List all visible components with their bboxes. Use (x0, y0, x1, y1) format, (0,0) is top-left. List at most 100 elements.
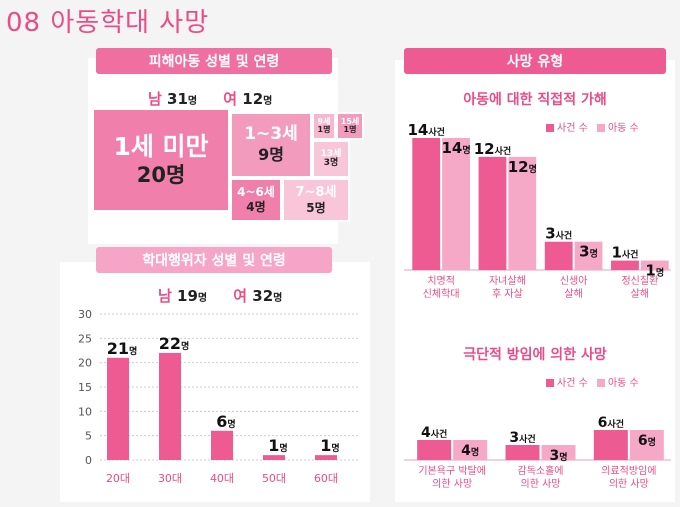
data-label: 1명 (320, 436, 339, 455)
data-label: 3명 (549, 448, 567, 464)
age-box-9: 9세 1명 (312, 112, 336, 140)
data-label-unit: 사건 (519, 433, 536, 445)
data-label-value: 4 (421, 425, 431, 441)
perpetrators-banner: 학대행위자 성별 및 연령 (96, 247, 332, 273)
data-label: 3사건 (509, 430, 535, 446)
x-tick-label: 30대 (158, 472, 182, 485)
x-tick-label: 신생아 살해 (560, 275, 588, 300)
x-tick-label: 기본욕구 박탈에 의한 사망 (418, 464, 486, 490)
cases-bar (412, 138, 441, 270)
data-label-unit: 명 (648, 436, 656, 448)
x-tick-label-line: 신체학대 (423, 288, 460, 300)
age-box-under1: 1세 미만 20명 (92, 108, 230, 212)
x-tick-label-line: 신생아 (560, 275, 588, 287)
data-label: 1명 (645, 262, 664, 280)
children-bar (574, 241, 603, 270)
legend-cases-swatch (546, 379, 554, 387)
neglect-title: 극단적 방임에 의한 사망 (463, 347, 607, 363)
data-label-value: 1 (320, 436, 331, 455)
data-label-value: 1 (268, 436, 279, 455)
x-tick-label: 60대 (314, 472, 338, 485)
data-label-unit: 명 (529, 163, 537, 175)
cases-bar (478, 156, 507, 270)
data-label: 6명 (216, 412, 235, 431)
data-label-unit: 명 (129, 345, 137, 357)
y-tick-label: 25 (78, 332, 92, 345)
data-label-value: 3 (549, 448, 559, 464)
data-label-unit: 사건 (622, 249, 639, 261)
data-label: 3사건 (545, 225, 572, 243)
age-box-4to6: 4~6세 4명 (230, 178, 282, 222)
x-tick-label: 감독소홀에 의한 사망 (518, 464, 564, 490)
data-label-unit: 명 (656, 267, 664, 279)
data-label-unit: 사건 (556, 230, 573, 242)
x-tick-label-line: 감독소홀에 (518, 464, 564, 477)
y-tick-label: 15 (78, 381, 92, 394)
children-bar (640, 260, 669, 270)
x-tick-label: 정신질환 살해 (621, 275, 658, 300)
data-label: 12명 (508, 158, 537, 176)
data-label-unit: 명 (227, 418, 235, 430)
x-tick-label-line: 의한 사망 (432, 478, 472, 490)
data-label-value: 3 (579, 243, 589, 261)
age-box-15: 15세 1명 (336, 112, 364, 140)
data-label-unit: 명 (471, 446, 479, 458)
data-label-value: 1 (611, 244, 621, 262)
victims-male-count: 31 (167, 90, 188, 108)
data-label-unit: 명 (462, 144, 470, 156)
x-tick-label: 치명적 신체학대 (423, 275, 460, 300)
cases-bar (505, 445, 540, 460)
x-tick-label: 20대 (106, 472, 130, 485)
data-label: 12사건 (474, 140, 511, 158)
data-label-unit: 명 (559, 451, 567, 463)
data-label-value: 6 (216, 412, 227, 431)
y-tick-label: 0 (85, 454, 92, 467)
cases-bar (417, 440, 452, 460)
data-label-unit: 사건 (607, 418, 624, 430)
children-bar (442, 138, 470, 270)
data-label-value: 22 (159, 334, 181, 353)
data-label-unit: 명 (590, 248, 598, 260)
x-tick-label-line: 의료적방임에 (601, 464, 656, 477)
children-bar (629, 430, 664, 460)
data-label-value: 3 (545, 225, 555, 243)
data-label: 6사건 (598, 415, 624, 431)
data-label: 14사건 (407, 121, 444, 139)
data-label-value: 14 (441, 139, 462, 157)
x-tick-label: 40대 (210, 472, 234, 485)
x-tick-label-line: 정신질환 (621, 275, 658, 287)
data-label: 1명 (268, 436, 287, 455)
age-box-7to8: 7~8세 5명 (282, 178, 350, 222)
x-tick-label-line: 치명적 (427, 275, 455, 287)
victims-gender-summary: 남 31명 여 12명 (148, 90, 273, 108)
cases-bar (593, 430, 628, 460)
data-label-value: 3 (509, 430, 519, 446)
cases-bar (611, 260, 639, 270)
data-label-unit: 사건 (428, 126, 445, 138)
death-types-banner: 사망 유형 (404, 48, 666, 74)
cases-bar (544, 241, 573, 270)
data-label-value: 1 (645, 262, 655, 280)
legend-children-swatch (596, 379, 605, 387)
bar-40대 (211, 430, 233, 460)
section-title: 아동학대 사망 (50, 8, 210, 38)
legend-cases-swatch (546, 124, 554, 132)
data-label-unit: 사건 (495, 145, 512, 157)
data-label: 21명 (107, 339, 138, 358)
data-label: 4사건 (421, 425, 447, 441)
data-label: 4명 (461, 443, 479, 459)
bar-50대 (263, 455, 285, 460)
data-label: 3명 (579, 243, 598, 261)
perp-female-count: 32 (252, 287, 274, 305)
data-label: 6명 (638, 433, 656, 449)
section-number: 08 (6, 8, 42, 38)
x-tick-label-line: 살해 (631, 287, 649, 300)
neglect-legend: 사건 수 아동 수 (540, 374, 639, 389)
y-tick-label: 5 (85, 430, 92, 443)
x-tick-label-line: 의한 사망 (521, 478, 561, 490)
direct-harm-title: 아동에 대한 직접적 가해 (463, 92, 607, 108)
x-tick-label-line: 살해 (564, 287, 582, 300)
y-tick-label: 20 (78, 357, 92, 370)
bar-60대 (315, 455, 337, 460)
